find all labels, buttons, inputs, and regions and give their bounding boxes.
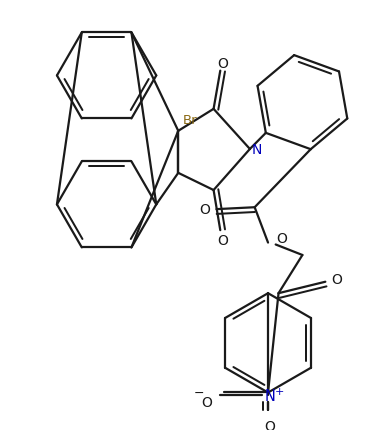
Text: O: O [265,419,275,430]
Text: O: O [201,395,212,409]
Text: O: O [218,57,229,71]
Text: O: O [331,272,342,286]
Text: Br: Br [183,114,198,126]
Text: O: O [200,203,210,217]
Text: O: O [218,233,229,247]
Text: N: N [252,143,262,157]
Text: −: − [194,386,204,399]
Text: N: N [265,388,275,403]
Text: O: O [276,231,287,245]
Text: +: + [275,386,284,396]
